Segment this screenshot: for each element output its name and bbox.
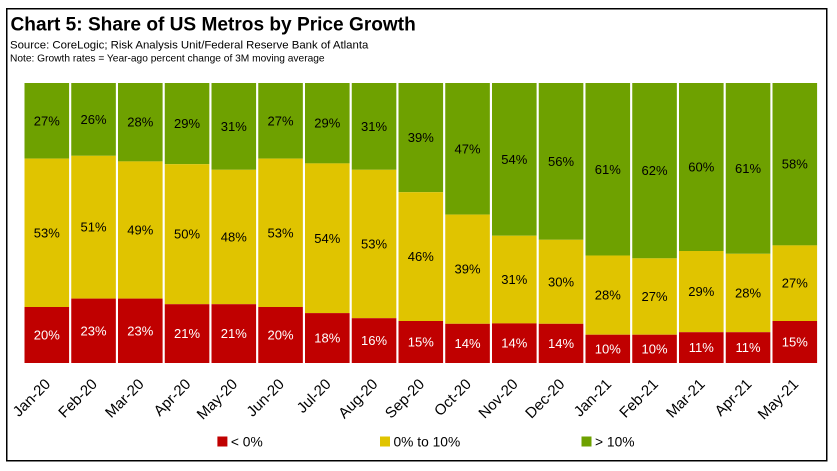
svg-text:15%: 15%	[408, 335, 434, 350]
svg-text:Mar-20: Mar-20	[102, 376, 148, 422]
svg-text:15%: 15%	[782, 335, 808, 350]
svg-text:< 0%: < 0%	[231, 434, 263, 449]
svg-text:61%: 61%	[595, 162, 621, 177]
svg-text:Mar-21: Mar-21	[663, 376, 709, 422]
svg-text:Note: Growth rates = Year-ago: Note: Growth rates = Year-ago percent ch…	[10, 53, 325, 64]
svg-text:21%: 21%	[221, 326, 247, 341]
svg-text:27%: 27%	[782, 276, 808, 291]
svg-text:29%: 29%	[688, 284, 714, 299]
svg-text:56%: 56%	[548, 154, 574, 169]
svg-text:10%: 10%	[642, 341, 668, 356]
svg-text:54%: 54%	[314, 231, 340, 246]
svg-text:29%: 29%	[314, 116, 340, 131]
svg-text:58%: 58%	[782, 157, 808, 172]
svg-text:Apr-21: Apr-21	[712, 376, 756, 420]
svg-text:31%: 31%	[501, 272, 527, 287]
svg-text:18%: 18%	[314, 331, 340, 346]
svg-text:27%: 27%	[34, 113, 60, 128]
svg-text:50%: 50%	[174, 227, 200, 242]
svg-text:14%: 14%	[548, 336, 574, 351]
svg-text:30%: 30%	[548, 274, 574, 289]
svg-text:62%: 62%	[642, 163, 668, 178]
svg-text:14%: 14%	[501, 336, 527, 351]
svg-text:Aug-20: Aug-20	[335, 376, 381, 422]
svg-text:Jan-21: Jan-21	[571, 376, 615, 420]
svg-text:11%: 11%	[736, 340, 761, 355]
svg-text:> 10%: > 10%	[595, 434, 635, 449]
svg-text:29%: 29%	[174, 116, 200, 131]
svg-text:Chart 5: Share of US Metros by: Chart 5: Share of US Metros by Price Gro…	[11, 15, 416, 36]
svg-text:28%: 28%	[127, 115, 153, 130]
svg-text:Oct-20: Oct-20	[431, 376, 475, 420]
svg-text:20%: 20%	[268, 328, 294, 343]
svg-text:16%: 16%	[361, 333, 387, 348]
svg-text:31%: 31%	[361, 119, 387, 134]
svg-text:27%: 27%	[268, 113, 294, 128]
svg-text:11%: 11%	[689, 340, 714, 355]
svg-text:31%: 31%	[221, 119, 247, 134]
svg-text:53%: 53%	[34, 225, 60, 240]
svg-text:53%: 53%	[361, 237, 387, 252]
svg-text:May-21: May-21	[755, 376, 802, 423]
svg-text:48%: 48%	[221, 230, 247, 245]
svg-text:Jul-20: Jul-20	[294, 376, 335, 417]
svg-text:26%: 26%	[81, 112, 107, 127]
svg-text:28%: 28%	[595, 288, 621, 303]
svg-text:Jan-20: Jan-20	[10, 376, 54, 420]
svg-text:47%: 47%	[455, 141, 481, 156]
svg-text:10%: 10%	[595, 341, 621, 356]
svg-text:46%: 46%	[408, 249, 434, 264]
svg-text:54%: 54%	[501, 152, 527, 167]
svg-text:39%: 39%	[408, 130, 434, 145]
svg-text:14%: 14%	[455, 336, 481, 351]
svg-text:Sep-20: Sep-20	[382, 376, 428, 422]
svg-text:39%: 39%	[455, 262, 481, 277]
svg-text:0% to 10%: 0% to 10%	[394, 434, 461, 449]
svg-text:49%: 49%	[127, 223, 153, 238]
svg-text:61%: 61%	[735, 161, 761, 176]
svg-text:51%: 51%	[81, 220, 107, 235]
svg-text:Dec-20: Dec-20	[522, 376, 568, 422]
svg-text:May-20: May-20	[194, 376, 241, 423]
svg-text:53%: 53%	[268, 225, 294, 240]
svg-text:23%: 23%	[127, 323, 153, 338]
svg-text:Nov-20: Nov-20	[475, 376, 521, 422]
svg-text:28%: 28%	[735, 286, 761, 301]
svg-text:20%: 20%	[34, 328, 60, 343]
svg-text:Apr-20: Apr-20	[151, 376, 195, 420]
svg-text:Source: CoreLogic; Risk Analys: Source: CoreLogic; Risk Analysis Unit/Fe…	[10, 40, 369, 52]
svg-text:Jun-20: Jun-20	[243, 376, 287, 420]
svg-text:27%: 27%	[642, 289, 668, 304]
svg-text:Feb-21: Feb-21	[616, 376, 662, 422]
svg-text:23%: 23%	[81, 323, 107, 338]
svg-text:Feb-20: Feb-20	[55, 376, 101, 422]
svg-text:21%: 21%	[174, 326, 200, 341]
svg-text:60%: 60%	[688, 160, 714, 175]
